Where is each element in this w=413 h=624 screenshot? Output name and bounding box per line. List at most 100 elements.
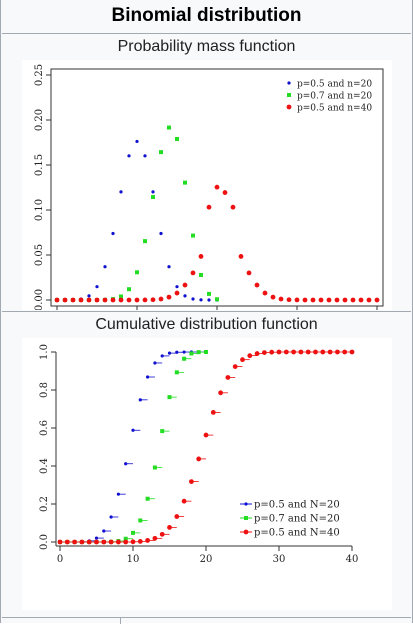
legend-label: p=0.7 and N=20	[254, 514, 340, 525]
data-point	[199, 298, 203, 302]
data-point	[298, 349, 304, 355]
data-point	[350, 297, 356, 303]
y-tick-label: 0.0	[39, 534, 50, 550]
data-point	[218, 390, 224, 396]
data-point	[54, 297, 60, 303]
data-point	[204, 350, 208, 354]
data-point	[146, 375, 150, 379]
data-point	[137, 538, 143, 544]
data-point	[110, 297, 116, 303]
data-point	[167, 125, 171, 130]
data-point	[64, 539, 70, 545]
data-point	[326, 297, 332, 303]
data-point	[131, 428, 135, 432]
data-point	[138, 518, 143, 523]
data-point	[291, 349, 296, 355]
legend-marker	[244, 516, 248, 520]
data-point	[175, 350, 179, 354]
data-point	[138, 398, 142, 402]
data-point	[131, 530, 135, 535]
data-point	[269, 349, 275, 355]
data-point	[215, 297, 219, 302]
data-point	[142, 297, 148, 303]
data-point	[175, 136, 179, 141]
cdf-chart: 0 10 20 30 40 0.0 0.2 0.4 0.6 0.8 1.0 p=0.5 and N=2…	[39, 344, 359, 565]
row-divider	[120, 618, 121, 624]
data-point	[183, 294, 187, 298]
data-point	[167, 524, 172, 530]
data-point	[143, 154, 147, 158]
data-point	[238, 254, 244, 259]
data-point	[270, 294, 276, 300]
y-tick-label: 0.25	[34, 64, 45, 86]
data-point	[374, 297, 380, 303]
data-point	[87, 294, 91, 298]
data-point	[152, 465, 157, 470]
data-point	[366, 297, 372, 303]
data-point	[124, 462, 128, 466]
data-point	[78, 297, 84, 303]
data-point	[278, 296, 284, 302]
infobox-next-row	[2, 617, 411, 624]
x-tick-label: 30	[273, 554, 286, 565]
data-point	[123, 536, 128, 541]
data-point	[349, 349, 355, 355]
x-tick-label: 0	[57, 554, 63, 565]
data-point	[246, 270, 252, 276]
data-point	[254, 282, 260, 288]
cdf-panel: Cumulative distribution function 0 10 20 30…	[2, 311, 411, 618]
data-point	[159, 231, 163, 236]
x-tick-label: 40	[346, 554, 359, 565]
data-point	[57, 539, 63, 545]
data-point	[86, 539, 92, 545]
data-point	[108, 539, 114, 545]
data-point	[127, 287, 131, 292]
data-point	[116, 539, 121, 545]
data-point	[254, 351, 260, 356]
data-point	[109, 515, 113, 519]
data-point	[166, 294, 172, 300]
y-tick-label: 0.05	[34, 244, 45, 266]
legend-marker	[287, 81, 291, 85]
data-point	[276, 349, 282, 355]
legend-label: p=0.5 and N=40	[254, 528, 340, 539]
pmf-panel: Probability mass function 0102030400.000…	[2, 33, 411, 325]
legend-marker	[243, 529, 249, 535]
data-point	[190, 270, 196, 276]
cdf-caption: Cumulative distribution function	[95, 316, 318, 333]
data-point	[225, 375, 231, 380]
data-point	[207, 291, 211, 296]
data-point	[230, 204, 236, 210]
data-point	[94, 297, 100, 303]
legend-marker	[286, 104, 292, 110]
data-point	[222, 190, 228, 195]
data-point	[62, 297, 68, 303]
y-tick-label: 0.00	[34, 289, 45, 310]
data-point	[118, 297, 124, 303]
data-point	[320, 349, 326, 355]
data-point	[210, 410, 216, 415]
data-point	[181, 498, 187, 504]
data-point	[207, 298, 211, 302]
data-point	[305, 349, 311, 355]
data-point	[119, 294, 123, 299]
data-point	[189, 479, 194, 484]
data-point	[247, 353, 253, 359]
legend-marker	[287, 93, 291, 97]
data-point	[94, 539, 99, 545]
data-point	[262, 350, 267, 356]
data-point	[116, 492, 120, 496]
y-tick-label: 0.6	[39, 420, 50, 436]
cdf-plot-area[interactable]: 0 10 20 30 40 0.0 0.2 0.4 0.6 0.8 1.0 p=0.5 and N=2…	[22, 338, 392, 610]
data-point	[232, 364, 238, 370]
data-point	[79, 539, 85, 545]
y-tick-label: 1.0	[39, 344, 50, 360]
y-tick-label: 0.10	[34, 199, 45, 221]
data-point	[174, 514, 180, 519]
data-point	[167, 395, 172, 400]
y-tick-label: 0.20	[34, 109, 45, 131]
data-point	[262, 290, 268, 296]
data-point	[70, 297, 76, 303]
